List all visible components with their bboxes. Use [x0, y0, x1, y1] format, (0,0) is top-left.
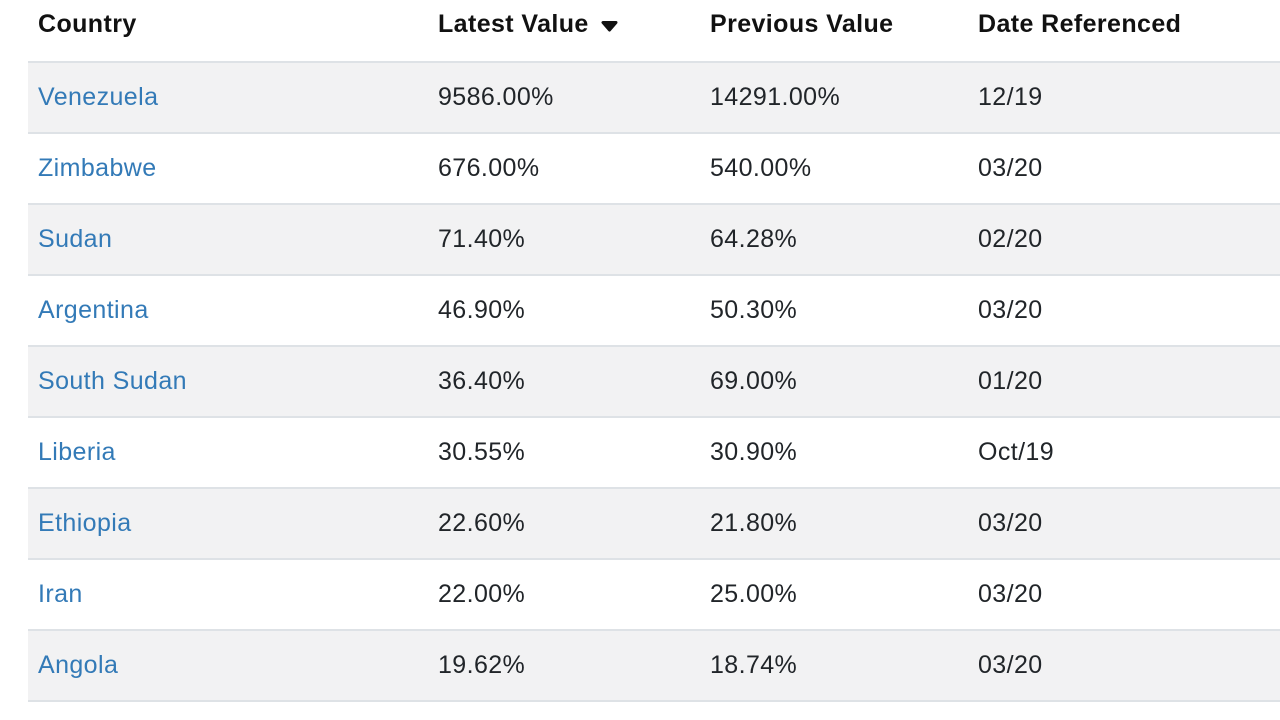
country-cell: Sudan [28, 203, 428, 275]
column-header-country[interactable]: Country [28, 0, 428, 62]
date-referenced-cell: 03/20 [968, 487, 1280, 559]
previous-value-cell: 30.90% [700, 416, 968, 488]
table-row: Sudan 71.40% 64.28% 02/20 [28, 203, 1280, 275]
country-link[interactable]: Venezuela [38, 83, 159, 111]
previous-value-cell: 14291.00% [700, 61, 968, 133]
table-row: Liberia 30.55% 30.90% Oct/19 [28, 416, 1280, 488]
table-row: Ethiopia 22.60% 21.80% 03/20 [28, 487, 1280, 559]
date-referenced-cell: 12/19 [968, 61, 1280, 133]
latest-value-cell: 676.00% [428, 132, 700, 204]
column-header-label: Previous Value [710, 10, 894, 38]
inflation-rate-table: Country Latest Value Pr [28, 0, 1280, 702]
column-header-previous-value[interactable]: Previous Value [700, 0, 968, 62]
previous-value-cell: 69.00% [700, 345, 968, 417]
table-row: Iran 22.00% 25.00% 03/20 [28, 558, 1280, 630]
previous-value-cell: 50.30% [700, 274, 968, 346]
latest-value-cell: 46.90% [428, 274, 700, 346]
latest-value-cell: 71.40% [428, 203, 700, 275]
date-referenced-cell: 03/20 [968, 558, 1280, 630]
country-link[interactable]: Angola [38, 651, 119, 679]
date-referenced-cell: 03/20 [968, 274, 1280, 346]
column-header-date-referenced[interactable]: Date Referenced [968, 0, 1280, 62]
country-cell: Iran [28, 558, 428, 630]
column-header-label: Date Referenced [978, 10, 1182, 38]
table-row: Venezuela 9586.00% 14291.00% 12/19 [28, 61, 1280, 133]
latest-value-cell: 19.62% [428, 629, 700, 702]
latest-value-cell: 22.00% [428, 558, 700, 630]
country-cell: Liberia [28, 416, 428, 488]
table-row: South Sudan 36.40% 69.00% 01/20 [28, 345, 1280, 417]
country-link[interactable]: Ethiopia [38, 509, 132, 537]
column-header-label: Country [38, 10, 137, 38]
country-link[interactable]: Zimbabwe [38, 154, 157, 182]
country-cell: Venezuela [28, 61, 428, 133]
table-row: Argentina 46.90% 50.30% 03/20 [28, 274, 1280, 346]
country-link[interactable]: Iran [38, 580, 83, 608]
country-link[interactable]: Sudan [38, 225, 113, 253]
table-body: Venezuela 9586.00% 14291.00% 12/19 Zimbabwe 6… [28, 61, 1280, 702]
country-link[interactable]: Argentina [38, 296, 149, 324]
previous-value-cell: 64.28% [700, 203, 968, 275]
previous-value-cell: 540.00% [700, 132, 968, 204]
previous-value-cell: 21.80% [700, 487, 968, 559]
table-row: Zimbabwe 676.00% 540.00% 03/20 [28, 132, 1280, 204]
latest-value-cell: 36.40% [428, 345, 700, 417]
latest-value-cell: 22.60% [428, 487, 700, 559]
previous-value-cell: 25.00% [700, 558, 968, 630]
country-cell: Angola [28, 629, 428, 702]
country-link[interactable]: South Sudan [38, 367, 187, 395]
date-referenced-cell: 03/20 [968, 629, 1280, 702]
country-link[interactable]: Liberia [38, 438, 116, 466]
header-row: Country Latest Value Pr [28, 0, 1280, 62]
date-referenced-cell: 03/20 [968, 132, 1280, 204]
sort-descending-icon[interactable] [600, 17, 619, 32]
country-cell: Ethiopia [28, 487, 428, 559]
latest-value-cell: 9586.00% [428, 61, 700, 133]
inflation-table-container: Country Latest Value Pr [28, 0, 1280, 702]
country-cell: South Sudan [28, 345, 428, 417]
latest-value-cell: 30.55% [428, 416, 700, 488]
date-referenced-cell: 02/20 [968, 203, 1280, 275]
date-referenced-cell: Oct/19 [968, 416, 1280, 488]
previous-value-cell: 18.74% [700, 629, 968, 702]
date-referenced-cell: 01/20 [968, 345, 1280, 417]
column-header-latest-value[interactable]: Latest Value [428, 0, 700, 62]
table-row: Angola 19.62% 18.74% 03/20 [28, 629, 1280, 702]
column-header-label: Latest Value [438, 10, 589, 38]
country-cell: Argentina [28, 274, 428, 346]
country-cell: Zimbabwe [28, 132, 428, 204]
